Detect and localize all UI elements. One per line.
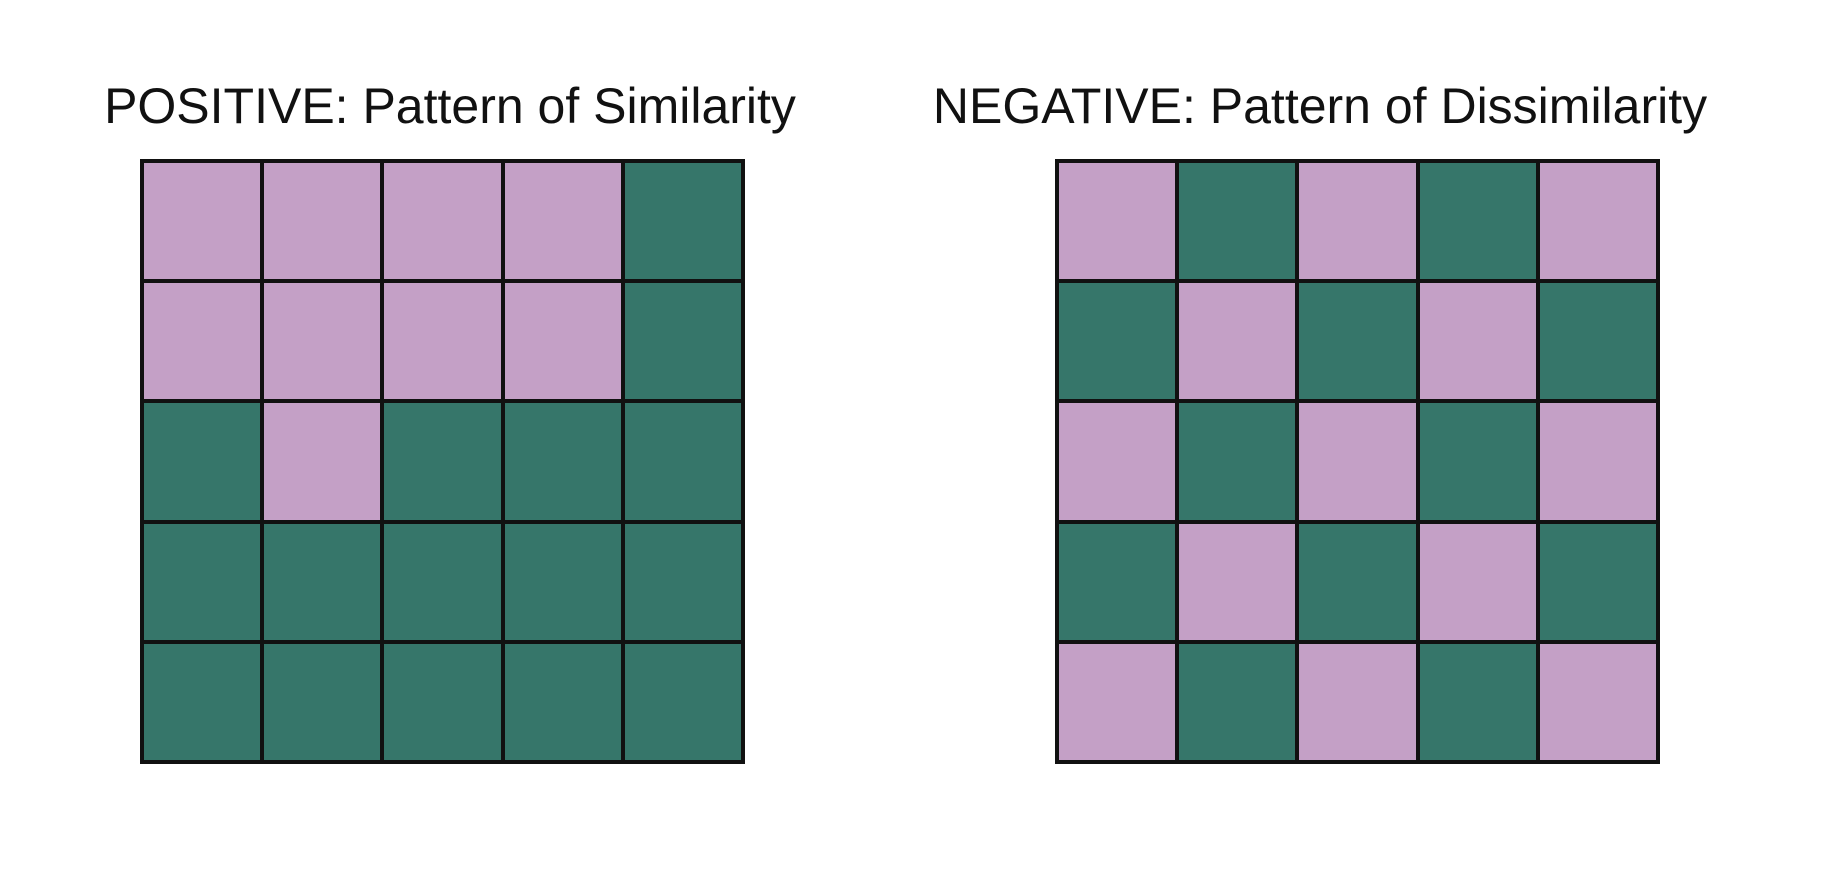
positive-panel-title: POSITIVE: Pattern of Similarity bbox=[104, 78, 796, 134]
positive-grid-cell-green bbox=[264, 643, 381, 760]
positive-grid-cell-green bbox=[624, 403, 741, 520]
negative-grid-cell-green bbox=[1059, 283, 1176, 400]
negative-grid-cell-green bbox=[1179, 643, 1296, 760]
positive-grid-cell-green bbox=[264, 523, 381, 640]
negative-grid-cell-pink bbox=[1059, 403, 1176, 520]
negative-grid-cell-pink bbox=[1299, 163, 1416, 280]
negative-grid-cell-pink bbox=[1539, 643, 1656, 760]
negative-grid-cell-pink bbox=[1179, 523, 1296, 640]
negative-grid-cell-green bbox=[1539, 283, 1656, 400]
positive-grid-cell-pink bbox=[384, 283, 501, 400]
negative-grid-cell-green bbox=[1299, 523, 1416, 640]
negative-grid-cell-green bbox=[1059, 523, 1176, 640]
positive-grid-cell-green bbox=[504, 643, 621, 760]
positive-grid-cell-green bbox=[384, 403, 501, 520]
negative-grid-cell-green bbox=[1179, 403, 1296, 520]
positive-grid-cell-green bbox=[384, 643, 501, 760]
positive-grid-cell-green bbox=[144, 643, 261, 760]
negative-grid-cell-green bbox=[1419, 403, 1536, 520]
positive-grid-cell-green bbox=[624, 643, 741, 760]
positive-grid-cell-pink bbox=[504, 283, 621, 400]
positive-grid-cell-pink bbox=[264, 283, 381, 400]
positive-grid-cell-pink bbox=[504, 163, 621, 280]
positive-similarity-grid bbox=[140, 159, 745, 764]
negative-grid-cell-pink bbox=[1059, 163, 1176, 280]
negative-grid-cell-pink bbox=[1419, 283, 1536, 400]
negative-grid-cell-green bbox=[1419, 643, 1536, 760]
negative-grid-cell-green bbox=[1419, 163, 1536, 280]
positive-grid-cell-green bbox=[504, 403, 621, 520]
positive-grid-cell-green bbox=[624, 523, 741, 640]
negative-grid-cell-green bbox=[1299, 283, 1416, 400]
positive-grid-cell-green bbox=[384, 523, 501, 640]
negative-grid-cell-pink bbox=[1059, 643, 1176, 760]
negative-grid-cell-green bbox=[1179, 163, 1296, 280]
positive-grid-cell-pink bbox=[264, 403, 381, 520]
positive-grid-cell-pink bbox=[264, 163, 381, 280]
negative-grid-cell-pink bbox=[1299, 643, 1416, 760]
positive-grid-cell-green bbox=[144, 403, 261, 520]
negative-grid-cell-pink bbox=[1419, 523, 1536, 640]
positive-grid-cell-pink bbox=[144, 163, 261, 280]
positive-grid-cell-green bbox=[144, 523, 261, 640]
negative-panel-title: NEGATIVE: Pattern of Dissimilarity bbox=[932, 78, 1708, 134]
positive-grid-cell-pink bbox=[144, 283, 261, 400]
positive-grid-cell-green bbox=[624, 283, 741, 400]
positive-grid-cell-green bbox=[624, 163, 741, 280]
positive-grid-cell-green bbox=[504, 523, 621, 640]
negative-grid-cell-pink bbox=[1299, 403, 1416, 520]
negative-grid-cell-pink bbox=[1179, 283, 1296, 400]
negative-grid-cell-pink bbox=[1539, 163, 1656, 280]
negative-grid-cell-pink bbox=[1539, 403, 1656, 520]
negative-dissimilarity-grid bbox=[1055, 159, 1660, 764]
positive-grid-cell-pink bbox=[384, 163, 501, 280]
negative-grid-cell-green bbox=[1539, 523, 1656, 640]
